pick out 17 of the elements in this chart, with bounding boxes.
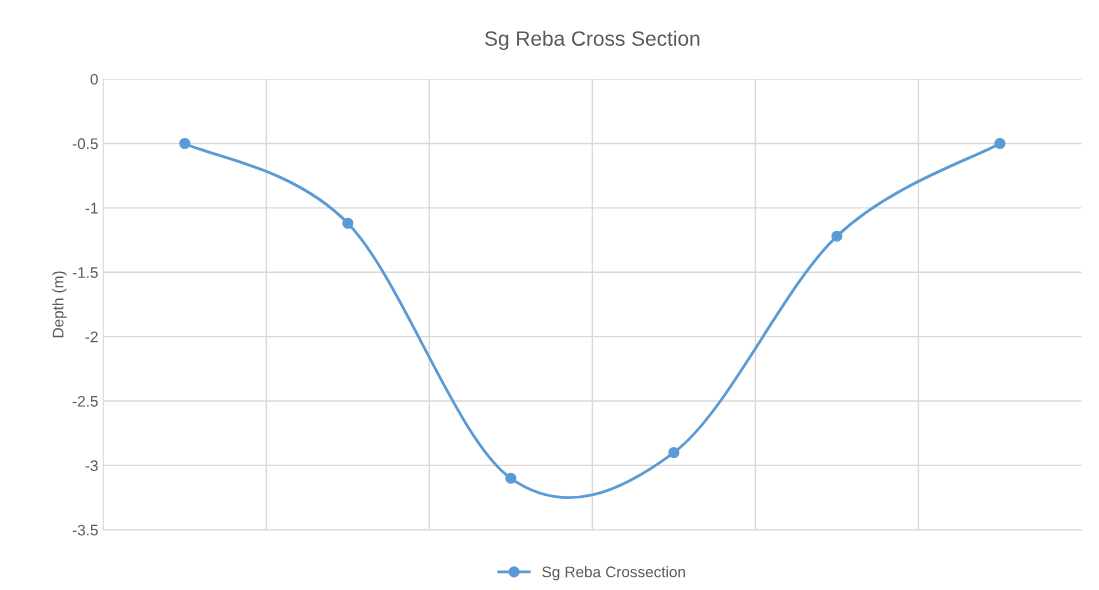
- point: [831, 230, 843, 242]
- y-tick-label: -3.5: [72, 524, 98, 536]
- legend-label: Sg Reba Crossection: [542, 566, 685, 581]
- y-tick-label: -2: [85, 331, 98, 343]
- chart-title: Sg Reba Cross Section: [485, 30, 700, 51]
- y-tick-label: 0: [90, 73, 98, 85]
- y-axis-title: Depth (m): [52, 271, 67, 338]
- y-tick-label: -1.5: [72, 267, 98, 278]
- point: [668, 446, 680, 459]
- y-tick-label: -2.5: [72, 395, 98, 407]
- point: [342, 217, 354, 229]
- y-tick-label: -1: [85, 202, 98, 214]
- point: [994, 137, 1006, 150]
- point: [505, 472, 517, 484]
- y-tick-label: -0.5: [72, 138, 98, 150]
- y-tick-label: -3: [85, 460, 98, 472]
- point: [179, 137, 191, 150]
